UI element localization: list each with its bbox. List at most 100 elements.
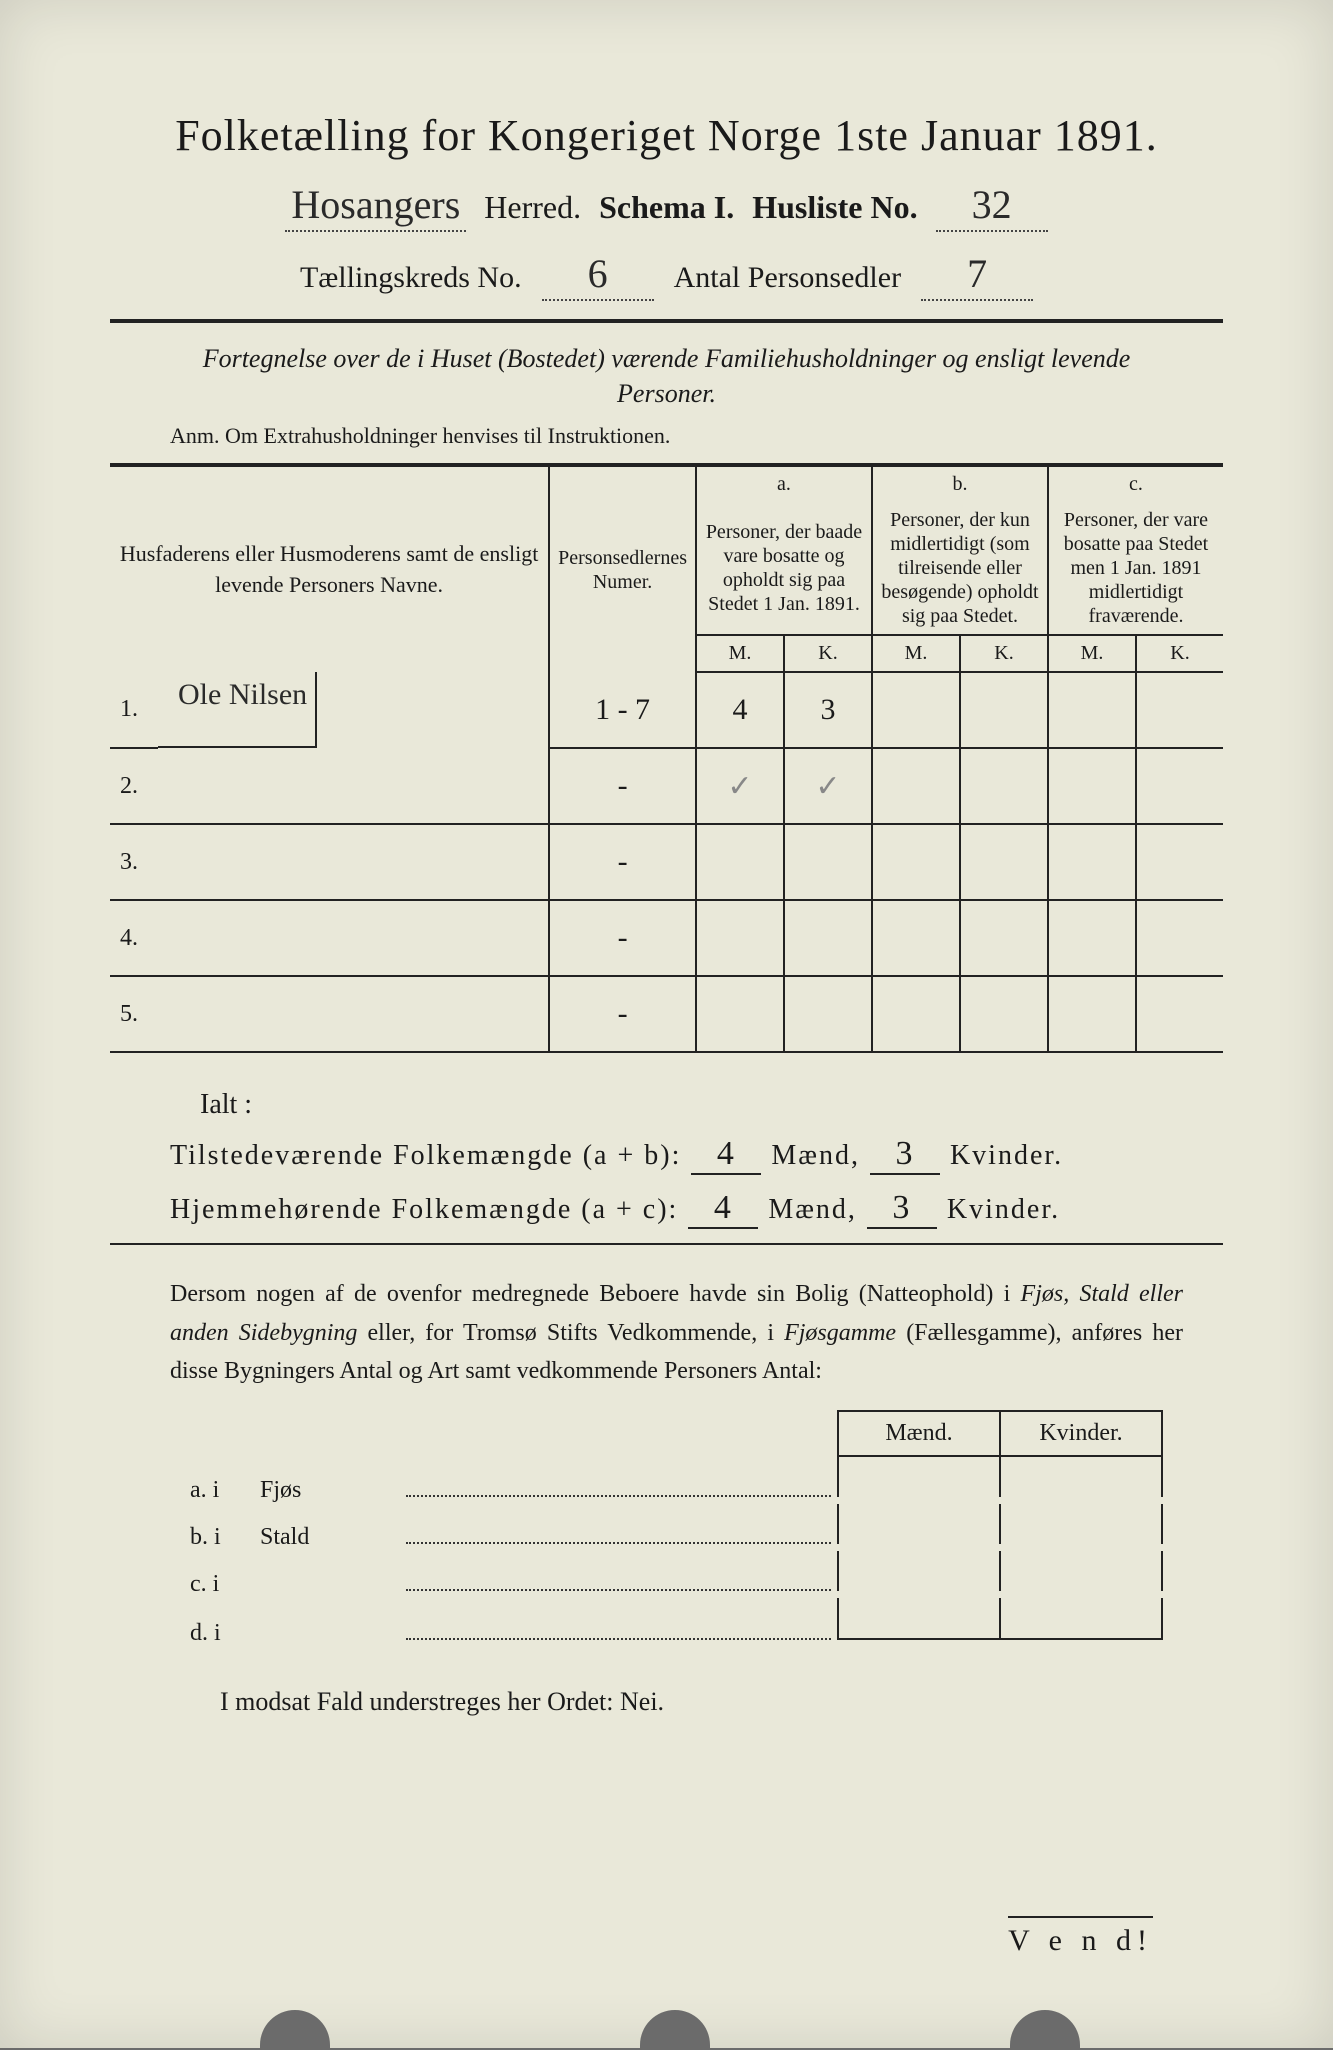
herred-value: Hosangers bbox=[285, 181, 466, 232]
para-part: Dersom nogen af de ovenfor medregnede Be… bbox=[170, 1281, 1021, 1307]
row-name bbox=[158, 748, 549, 824]
row-cK bbox=[1136, 900, 1223, 976]
husliste-label: Husliste No. bbox=[752, 189, 917, 226]
tkreds-value: 6 bbox=[542, 250, 654, 301]
row-aK bbox=[784, 824, 872, 900]
row-cM bbox=[1048, 672, 1136, 748]
row-num-val: - bbox=[549, 824, 696, 900]
row-cM bbox=[1048, 824, 1136, 900]
row-name bbox=[158, 824, 549, 900]
household-table: Husfaderens eller Husmoderens samt de en… bbox=[110, 463, 1223, 1053]
table-row: 1. Ole Nilsen 1 - 7 4 3 bbox=[110, 672, 1223, 748]
summary-present: Tilstedeværende Folkemængde (a + b): 4 M… bbox=[170, 1135, 1223, 1175]
col-b-label: b. bbox=[872, 465, 1048, 502]
table-row: 3. - bbox=[110, 824, 1223, 900]
cell-m bbox=[837, 1598, 999, 1640]
cell-k bbox=[999, 1457, 1163, 1497]
row-name bbox=[158, 976, 549, 1052]
col-a-m: M. bbox=[696, 635, 784, 672]
divider bbox=[110, 1243, 1223, 1245]
dot-row-b: b. i Stald bbox=[190, 1504, 1163, 1551]
row-bM bbox=[872, 748, 960, 824]
col-a-k: K. bbox=[784, 635, 872, 672]
col-c-m: M. bbox=[1048, 635, 1136, 672]
para-part: Fjøsgamme bbox=[784, 1320, 896, 1346]
row-aM: 4 bbox=[696, 672, 784, 748]
row-cK bbox=[1136, 748, 1223, 824]
col-names-header: Husfaderens eller Husmoderens samt de en… bbox=[110, 465, 549, 672]
sum1-k: 3 bbox=[870, 1135, 940, 1175]
col-c-text: Personer, der vare bosatte paa Stedet me… bbox=[1048, 502, 1223, 635]
cell-m bbox=[837, 1457, 999, 1497]
row-cK bbox=[1136, 824, 1223, 900]
row-cM bbox=[1048, 748, 1136, 824]
herred-label: Herred. bbox=[484, 189, 581, 226]
row-bM bbox=[872, 900, 960, 976]
row-bK bbox=[960, 900, 1048, 976]
col-b-text: Personer, der kun midlertidigt (som tilr… bbox=[872, 502, 1048, 635]
row-cK bbox=[1136, 976, 1223, 1052]
sum2-mlabel: Mænd, bbox=[768, 1194, 857, 1226]
row-num: 5. bbox=[110, 976, 158, 1052]
dot-lbl2: Stald bbox=[260, 1524, 400, 1551]
dotted-line bbox=[406, 1620, 831, 1640]
sum2-klabel: Kvinder. bbox=[947, 1194, 1060, 1226]
row-num-val: - bbox=[549, 900, 696, 976]
row-num-val: 1 - 7 bbox=[549, 672, 696, 748]
sum1-label: Tilstedeværende Folkemængde (a + b): bbox=[170, 1140, 681, 1172]
col-c-label: c. bbox=[1048, 465, 1223, 502]
table-row: 5. - bbox=[110, 976, 1223, 1052]
dot-row-c: c. i bbox=[190, 1551, 1163, 1598]
dot-lbl: a. i bbox=[190, 1477, 260, 1504]
cell-k bbox=[999, 1504, 1163, 1544]
kvinder-header: Kvinder. bbox=[999, 1410, 1163, 1457]
husliste-value: 32 bbox=[936, 181, 1048, 232]
row-name: Ole Nilsen bbox=[158, 672, 317, 748]
row-bM bbox=[872, 824, 960, 900]
punch-hole-icon bbox=[1010, 2010, 1080, 2050]
tkreds-label: Tællingskreds No. bbox=[300, 261, 522, 295]
row-bK bbox=[960, 672, 1048, 748]
mk-header: Mænd. Kvinder. bbox=[110, 1410, 1163, 1457]
dot-row-d: d. i bbox=[190, 1598, 1163, 1647]
row-num: 4. bbox=[110, 900, 158, 976]
col-a-text: Personer, der baade vare bosatte og opho… bbox=[696, 502, 872, 635]
cell-k bbox=[999, 1551, 1163, 1591]
row-num-val: - bbox=[549, 748, 696, 824]
header-row-1: Hosangers Herred. Schema I. Husliste No.… bbox=[110, 181, 1223, 232]
sum2-label: Hjemmehørende Folkemængde (a + c): bbox=[170, 1194, 678, 1226]
dot-lbl: c. i bbox=[190, 1571, 260, 1598]
row-cM bbox=[1048, 976, 1136, 1052]
row-cM bbox=[1048, 900, 1136, 976]
row-num: 3. bbox=[110, 824, 158, 900]
maend-header: Mænd. bbox=[837, 1410, 999, 1457]
sum2-k: 3 bbox=[867, 1189, 937, 1229]
cell-m bbox=[837, 1551, 999, 1591]
dot-lbl: b. i bbox=[190, 1524, 260, 1551]
vend-label: V e n d! bbox=[1008, 1916, 1153, 1958]
dot-row-a: a. i Fjøs bbox=[190, 1457, 1163, 1504]
antal-label: Antal Personsedler bbox=[674, 261, 901, 295]
table-row: 4. - bbox=[110, 900, 1223, 976]
row-aK bbox=[784, 900, 872, 976]
nei-line: I modsat Fald understreges her Ordet: Ne… bbox=[220, 1687, 1223, 1717]
row-bK bbox=[960, 976, 1048, 1052]
dotted-line bbox=[406, 1571, 831, 1591]
dot-lbl2: Fjøs bbox=[260, 1477, 400, 1504]
dotted-line bbox=[406, 1524, 831, 1544]
sum1-m: 4 bbox=[691, 1135, 761, 1175]
row-bK bbox=[960, 824, 1048, 900]
row-aM bbox=[696, 976, 784, 1052]
header-row-2: Tællingskreds No. 6 Antal Personsedler 7 bbox=[110, 250, 1223, 301]
col-b-k: K. bbox=[960, 635, 1048, 672]
col-person-num: Personsedlernes Numer. bbox=[549, 465, 696, 672]
schema-label: Schema I. bbox=[599, 189, 734, 226]
row-cK bbox=[1136, 672, 1223, 748]
anm-note: Anm. Om Extrahusholdninger henvises til … bbox=[170, 423, 1223, 449]
row-num: 1. bbox=[110, 672, 158, 748]
row-name bbox=[158, 900, 549, 976]
dot-lbl: d. i bbox=[190, 1620, 260, 1647]
row-aM bbox=[696, 900, 784, 976]
row-num: 2. bbox=[110, 748, 158, 824]
antal-value: 7 bbox=[921, 250, 1033, 301]
